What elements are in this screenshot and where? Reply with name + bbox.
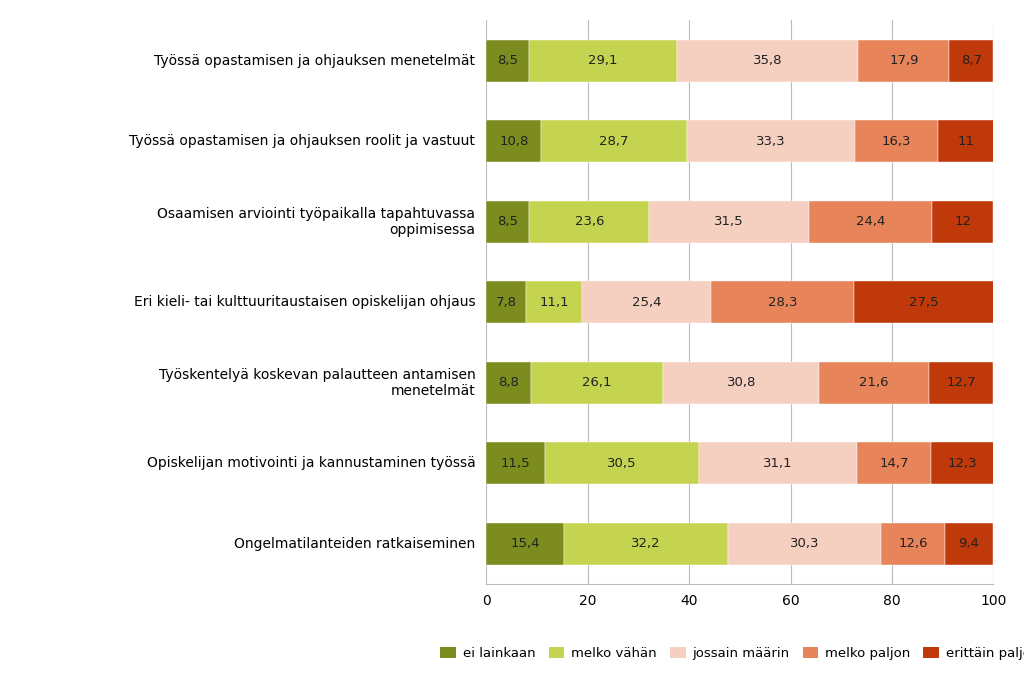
Text: 9,4: 9,4 (958, 537, 979, 550)
Text: 25,4: 25,4 (632, 295, 662, 309)
Text: 8,7: 8,7 (961, 54, 982, 67)
Bar (699, 442, 857, 484)
Bar (486, 39, 529, 81)
Bar (677, 39, 858, 81)
Bar (819, 362, 929, 403)
Text: 28,7: 28,7 (599, 134, 629, 147)
Text: 27,5: 27,5 (909, 295, 939, 309)
Text: 28,3: 28,3 (768, 295, 798, 309)
Text: 12: 12 (954, 215, 972, 228)
Text: 24,4: 24,4 (856, 215, 886, 228)
Text: 32,2: 32,2 (631, 537, 660, 550)
Text: 14,7: 14,7 (880, 457, 909, 470)
Text: 12,3: 12,3 (948, 457, 978, 470)
Bar (933, 201, 993, 242)
Text: 30,5: 30,5 (607, 457, 637, 470)
Bar (687, 120, 855, 162)
Text: 8,5: 8,5 (498, 215, 518, 228)
Bar (531, 362, 664, 403)
Text: 8,5: 8,5 (498, 54, 518, 67)
Text: 11,1: 11,1 (540, 295, 569, 309)
Bar (882, 523, 945, 565)
Bar (583, 281, 711, 323)
Text: 15,4: 15,4 (511, 537, 541, 550)
Text: 7,8: 7,8 (496, 295, 517, 309)
Bar (711, 281, 854, 323)
Text: 21,6: 21,6 (859, 376, 889, 389)
Legend: ei lainkaan, melko vähän, jossain määrin, melko paljon, erittäin paljon: ei lainkaan, melko vähän, jossain määrin… (435, 641, 1024, 665)
Bar (486, 120, 541, 162)
Bar (932, 442, 993, 484)
Text: 10,8: 10,8 (499, 134, 528, 147)
Bar (938, 120, 993, 162)
Text: 11: 11 (957, 134, 975, 147)
Bar (929, 362, 993, 403)
Text: 12,7: 12,7 (946, 376, 976, 389)
Text: 23,6: 23,6 (574, 215, 604, 228)
Bar (486, 523, 564, 565)
Bar (529, 201, 649, 242)
Bar (854, 281, 993, 323)
Bar (809, 201, 933, 242)
Text: 11,5: 11,5 (501, 457, 530, 470)
Bar (564, 523, 728, 565)
Bar (526, 281, 583, 323)
Bar (545, 442, 699, 484)
Text: 26,1: 26,1 (583, 376, 612, 389)
Bar (486, 281, 526, 323)
Bar (649, 201, 809, 242)
Bar (855, 120, 938, 162)
Bar (857, 442, 932, 484)
Bar (858, 39, 949, 81)
Text: 31,1: 31,1 (763, 457, 793, 470)
Text: 30,8: 30,8 (727, 376, 756, 389)
Text: 30,3: 30,3 (790, 537, 819, 550)
Text: 12,6: 12,6 (898, 537, 928, 550)
Bar (949, 39, 993, 81)
Bar (945, 523, 993, 565)
Bar (486, 442, 545, 484)
Bar (486, 362, 531, 403)
Bar (486, 201, 529, 242)
Bar (541, 120, 687, 162)
Text: 35,8: 35,8 (753, 54, 782, 67)
Text: 33,3: 33,3 (756, 134, 785, 147)
Text: 31,5: 31,5 (714, 215, 743, 228)
Text: 16,3: 16,3 (882, 134, 911, 147)
Text: 8,8: 8,8 (499, 376, 519, 389)
Bar (728, 523, 882, 565)
Bar (664, 362, 819, 403)
Text: 29,1: 29,1 (589, 54, 618, 67)
Bar (529, 39, 677, 81)
Text: 17,9: 17,9 (889, 54, 919, 67)
